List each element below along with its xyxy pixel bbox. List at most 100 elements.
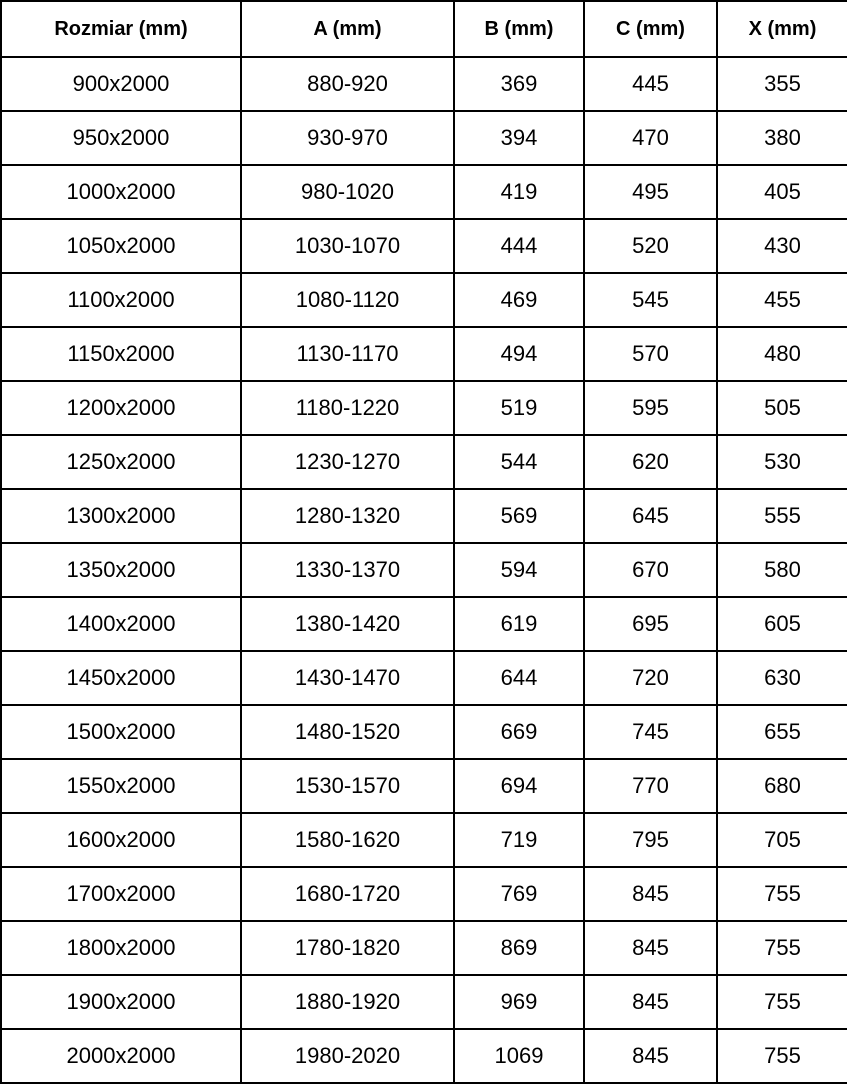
table-row: 1150x2000 1130-1170 494 570 480 <box>0 326 847 382</box>
table-cell: 1030-1070 <box>240 218 455 274</box>
table-row: 1250x2000 1230-1270 544 620 530 <box>0 434 847 490</box>
table-cell: 445 <box>583 56 718 112</box>
table-cell: 620 <box>583 434 718 490</box>
table-cell: 494 <box>453 326 585 382</box>
table-header-row: Rozmiar (mm) A (mm) B (mm) C (mm) X (mm) <box>0 0 847 58</box>
table-cell: 745 <box>583 704 718 760</box>
table-cell: 720 <box>583 650 718 706</box>
table-cell: 605 <box>716 596 847 652</box>
column-header-rozmiar: Rozmiar (mm) <box>0 0 242 58</box>
table-row: 1550x2000 1530-1570 694 770 680 <box>0 758 847 814</box>
table-cell: 519 <box>453 380 585 436</box>
table-row: 950x2000 930-970 394 470 380 <box>0 110 847 166</box>
table-cell: 645 <box>583 488 718 544</box>
table-cell: 430 <box>716 218 847 274</box>
table-cell: 1900x2000 <box>0 974 242 1030</box>
table-row: 2000x2000 1980-2020 1069 845 755 <box>0 1028 847 1084</box>
table-row: 900x2000 880-920 369 445 355 <box>0 56 847 112</box>
table-body: 900x2000 880-920 369 445 355 950x2000 930-970 3… <box>0 56 847 1084</box>
column-header-c: C (mm) <box>583 0 718 58</box>
table-cell: 570 <box>583 326 718 382</box>
table-cell: 845 <box>583 974 718 1030</box>
table-cell: 795 <box>583 812 718 868</box>
table-row: 1400x2000 1380-1420 619 695 605 <box>0 596 847 652</box>
table-cell: 1130-1170 <box>240 326 455 382</box>
table-cell: 770 <box>583 758 718 814</box>
table-cell: 394 <box>453 110 585 166</box>
table-cell: 1000x2000 <box>0 164 242 220</box>
table-cell: 595 <box>583 380 718 436</box>
table-cell: 669 <box>453 704 585 760</box>
table-cell: 1100x2000 <box>0 272 242 328</box>
table-cell: 1500x2000 <box>0 704 242 760</box>
table-cell: 520 <box>583 218 718 274</box>
table-cell: 950x2000 <box>0 110 242 166</box>
column-header-a: A (mm) <box>240 0 455 58</box>
table-cell: 1980-2020 <box>240 1028 455 1084</box>
table-cell: 2000x2000 <box>0 1028 242 1084</box>
table-cell: 969 <box>453 974 585 1030</box>
table-cell: 1450x2000 <box>0 650 242 706</box>
table-row: 1200x2000 1180-1220 519 595 505 <box>0 380 847 436</box>
table-cell: 719 <box>453 812 585 868</box>
table-cell: 555 <box>716 488 847 544</box>
table-cell: 380 <box>716 110 847 166</box>
table-cell: 1780-1820 <box>240 920 455 976</box>
table-cell: 544 <box>453 434 585 490</box>
table-cell: 1380-1420 <box>240 596 455 652</box>
table-cell: 455 <box>716 272 847 328</box>
table-cell: 480 <box>716 326 847 382</box>
table-cell: 419 <box>453 164 585 220</box>
table-row: 1900x2000 1880-1920 969 845 755 <box>0 974 847 1030</box>
table-row: 1100x2000 1080-1120 469 545 455 <box>0 272 847 328</box>
table-cell: 594 <box>453 542 585 598</box>
table-cell: 1800x2000 <box>0 920 242 976</box>
table-cell: 1430-1470 <box>240 650 455 706</box>
table-cell: 469 <box>453 272 585 328</box>
table-row: 1700x2000 1680-1720 769 845 755 <box>0 866 847 922</box>
table-cell: 670 <box>583 542 718 598</box>
table-cell: 1880-1920 <box>240 974 455 1030</box>
table-row: 1350x2000 1330-1370 594 670 580 <box>0 542 847 598</box>
table-cell: 755 <box>716 1028 847 1084</box>
table-cell: 444 <box>453 218 585 274</box>
table-cell: 619 <box>453 596 585 652</box>
table-cell: 1580-1620 <box>240 812 455 868</box>
table-cell: 630 <box>716 650 847 706</box>
table-cell: 755 <box>716 866 847 922</box>
table-cell: 695 <box>583 596 718 652</box>
table-cell: 644 <box>453 650 585 706</box>
table-row: 1600x2000 1580-1620 719 795 705 <box>0 812 847 868</box>
table-cell: 980-1020 <box>240 164 455 220</box>
table-cell: 545 <box>583 272 718 328</box>
table-cell: 1400x2000 <box>0 596 242 652</box>
table-cell: 580 <box>716 542 847 598</box>
table-cell: 1200x2000 <box>0 380 242 436</box>
table-row: 1450x2000 1430-1470 644 720 630 <box>0 650 847 706</box>
table-cell: 1069 <box>453 1028 585 1084</box>
table-cell: 1280-1320 <box>240 488 455 544</box>
table-cell: 1080-1120 <box>240 272 455 328</box>
table-cell: 405 <box>716 164 847 220</box>
table-cell: 1300x2000 <box>0 488 242 544</box>
table-row: 1800x2000 1780-1820 869 845 755 <box>0 920 847 976</box>
table-cell: 869 <box>453 920 585 976</box>
table-row: 1050x2000 1030-1070 444 520 430 <box>0 218 847 274</box>
table-cell: 880-920 <box>240 56 455 112</box>
table-cell: 1600x2000 <box>0 812 242 868</box>
table-cell: 1680-1720 <box>240 866 455 922</box>
table-cell: 1480-1520 <box>240 704 455 760</box>
table-cell: 845 <box>583 1028 718 1084</box>
table-cell: 705 <box>716 812 847 868</box>
table-cell: 1550x2000 <box>0 758 242 814</box>
table-row: 1000x2000 980-1020 419 495 405 <box>0 164 847 220</box>
column-header-x: X (mm) <box>716 0 847 58</box>
table-cell: 755 <box>716 920 847 976</box>
table-cell: 1350x2000 <box>0 542 242 598</box>
table-cell: 569 <box>453 488 585 544</box>
table-cell: 470 <box>583 110 718 166</box>
table-cell: 1330-1370 <box>240 542 455 598</box>
table-row: 1500x2000 1480-1520 669 745 655 <box>0 704 847 760</box>
table-cell: 694 <box>453 758 585 814</box>
